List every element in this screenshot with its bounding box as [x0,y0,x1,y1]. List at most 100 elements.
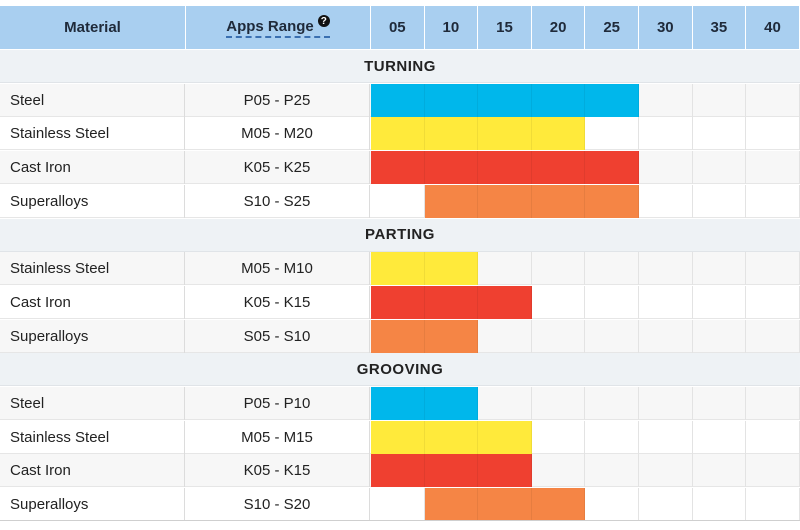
grade-cell-filled [424,151,479,185]
grade-cell-filled [371,83,425,117]
material-cell: Stainless Steel [0,420,185,454]
apps-range-cell: P05 - P10 [185,387,370,420]
grade-cell-empty [585,252,639,286]
apps-range-cell: P05 - P25 [185,83,370,117]
table-row: Steel P05 - P10 [0,387,800,420]
grade-cell-empty [639,117,693,151]
grade-cell-empty [693,488,747,522]
grade-cell-empty [585,285,639,319]
grade-cell-filled [424,488,479,522]
table-row: Superalloys S05 - S10 [0,319,800,353]
grade-cell-filled [424,252,479,286]
table-row: Stainless Steel M05 - M15 [0,420,800,454]
grade-cell-filled [371,285,425,319]
grade-cell-filled [424,285,479,319]
grade-cell-filled [424,319,479,353]
table-row: Cast Iron K05 - K15 [0,454,800,488]
material-cell: Steel [0,387,185,420]
grade-cell-empty [746,420,800,454]
apps-range-header-label: Apps Range [226,17,314,35]
table-row: Cast Iron K05 - K15 [0,285,800,319]
grade-cell-empty [532,420,586,454]
material-header-label: Material [64,19,121,36]
table-row: Superalloys S10 - S20 [0,488,800,522]
material-cell: Cast Iron [0,285,185,319]
grade-cell-empty [585,454,639,488]
header-divider [370,6,371,49]
grade-cell-empty [532,454,586,488]
grade-column-header: 40 [746,6,799,49]
table-row: Steel P05 - P25 [0,83,800,117]
grade-cell-filled [531,83,586,117]
grade-cell-filled [478,285,532,319]
material-cell: Stainless Steel [0,252,185,286]
grade-column-header: 20 [531,6,585,49]
grade-cell-filled [478,420,532,454]
grade-cell-empty [746,285,800,319]
grade-cell-filled [371,117,425,151]
grade-cell-empty [639,184,693,218]
grade-cell-empty [693,83,747,117]
grade-cell-empty [693,319,747,353]
grade-column-header: 25 [585,6,638,49]
grade-cell-empty [371,488,425,522]
grade-cell-empty [532,252,586,286]
grade-cell-empty [532,387,586,420]
grade-cell-filled [531,184,586,218]
grade-cell-empty [639,252,693,286]
section-title: GROOVING [356,360,444,378]
section-header: PARTING [0,218,800,252]
apps-range-cell: K05 - K25 [185,151,370,185]
grade-cell-empty [693,252,747,286]
material-cell: Superalloys [0,488,185,522]
table-row: Cast Iron K05 - K25 [0,151,800,185]
grade-column-header: 35 [692,6,746,49]
grade-cell-empty [693,420,747,454]
material-cell: Superalloys [0,184,185,218]
apps-range-cell: S10 - S20 [185,488,370,522]
grade-cell-empty [746,252,800,286]
grade-cell-filled [424,83,479,117]
apps-range-cell: M05 - M15 [185,420,370,454]
grade-cell-empty [478,387,532,420]
grade-cell-empty [639,319,693,353]
grade-cell-empty [693,285,747,319]
grade-cell-empty [478,319,532,353]
apps-range-column-header[interactable]: Apps Range ? [186,6,370,49]
grade-cell-filled [531,488,586,522]
grade-cell-empty [585,488,639,522]
grade-cell-empty [693,454,747,488]
apps-range-cell: K05 - K15 [185,285,370,319]
table-row: Stainless Steel M05 - M10 [0,252,800,286]
grade-cell-empty [371,184,425,218]
grade-cell-filled [478,151,532,185]
question-circle-icon[interactable]: ? [317,15,330,27]
grade-cell-filled [478,488,532,522]
material-column-header: Material [0,6,185,49]
grade-cell-filled [585,83,639,117]
grade-cell-empty [746,319,800,353]
grade-cell-empty [693,117,747,151]
grade-cell-filled [371,319,425,353]
grade-cell-filled [478,184,532,218]
grade-cell-empty [639,83,693,117]
section-title: PARTING [365,226,435,243]
material-cell: Cast Iron [0,454,185,488]
grade-column-header: 15 [478,6,531,49]
grade-cell-filled [371,252,425,286]
grade-cell-filled [531,151,586,185]
grade-cell-filled [424,454,479,488]
grade-column-header: 30 [639,6,692,49]
grade-cell-filled [478,454,532,488]
grade-cell-empty [746,83,800,117]
grade-cell-filled [371,420,425,454]
grade-cell-filled [371,454,425,488]
section-header: TURNING [0,50,800,83]
apps-range-cell: S05 - S10 [185,319,370,353]
section-header: GROOVING [0,353,800,387]
grade-cell-empty [532,285,586,319]
material-cell: Superalloys [0,319,185,353]
table-row: Stainless Steel M05 - M20 [0,117,800,151]
apps-range-tooltip-trigger[interactable]: Apps Range ? [226,15,330,38]
